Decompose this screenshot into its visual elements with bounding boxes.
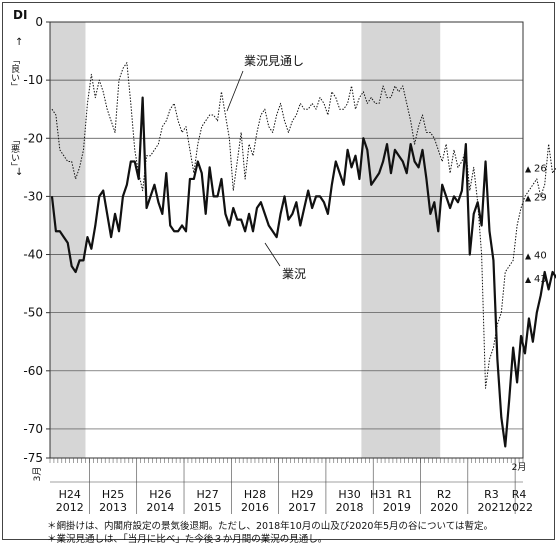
year-label: 2018 xyxy=(336,501,364,514)
y-tick-label: -75 xyxy=(23,451,43,465)
year-label: 2020 xyxy=(430,501,458,514)
series-label-business: 業況 xyxy=(282,266,306,281)
year-label: 2019 xyxy=(383,501,411,514)
year-label: 2022 xyxy=(505,501,533,514)
good-label: 「良い」 xyxy=(9,55,20,91)
business-leader xyxy=(264,242,281,267)
era-label: R3 xyxy=(484,488,499,501)
end-marker-label: 40 xyxy=(534,251,547,262)
year-label: 2014 xyxy=(146,501,174,514)
outlook-leader xyxy=(226,70,244,112)
series-label-outlook: 業況見通し xyxy=(244,53,304,68)
era-label: H27 xyxy=(197,488,219,501)
x-start-label: 3月 xyxy=(32,467,43,482)
year-label: 2016 xyxy=(241,501,269,514)
era-label: R4 xyxy=(512,488,527,501)
year-label: 2013 xyxy=(99,501,127,514)
y-tick-label: -60 xyxy=(23,364,43,378)
era-label: H24 xyxy=(59,488,81,501)
bad-label: 「悪い」 xyxy=(9,135,20,171)
y-tick-label: -50 xyxy=(23,306,43,320)
end-marker-triangle: ▲ xyxy=(525,164,532,173)
recession-shade-1 xyxy=(361,22,441,458)
series-line-0 xyxy=(50,96,556,448)
era-label: H28 xyxy=(244,488,266,501)
era-label: H31 xyxy=(370,488,392,501)
end-marker-triangle: ▲ xyxy=(525,275,532,284)
y-tick-label: 0 xyxy=(35,15,43,29)
line-chart: 0 -10 -20 -30 -40 -50 -60 -70 -75 DI ↑ 「良い」 ↓「悪い」 H24… xyxy=(9,8,556,514)
recession-shade-0 xyxy=(50,22,86,458)
era-label: H26 xyxy=(149,488,171,501)
era-label: H25 xyxy=(102,488,124,501)
year-label: 2021 xyxy=(477,501,505,514)
year-label: 2017 xyxy=(288,501,316,514)
end-marker-triangle: ▲ xyxy=(525,193,532,202)
era-label: H30 xyxy=(338,488,360,501)
end-marker-label: 26 xyxy=(534,163,547,174)
era-label: R2 xyxy=(437,488,452,501)
plot-area xyxy=(49,21,524,459)
x-end-label: 2月 xyxy=(512,462,527,473)
y-tick-label: -40 xyxy=(23,248,43,262)
down-arrow: ↓ xyxy=(15,167,23,178)
end-marker-label: 29 xyxy=(534,192,547,203)
year-label: 2012 xyxy=(56,501,84,514)
era-label: H29 xyxy=(291,488,313,501)
end-marker-triangle: ▲ xyxy=(525,252,532,261)
x-axis xyxy=(49,458,524,463)
end-marker-label: 43 xyxy=(534,274,547,285)
y-tick-label: -30 xyxy=(23,189,43,203)
y-tick-label: -10 xyxy=(23,73,43,87)
era-label: R1 xyxy=(397,488,412,501)
year-label: 2015 xyxy=(194,501,222,514)
series-line-1 xyxy=(51,62,556,389)
footnote-2: ＊業況見通しは、「当月に比べ」た今後３か月間の業況の見通し。 xyxy=(47,534,328,545)
y-axis-title: DI xyxy=(13,8,27,22)
y-tick-label: -20 xyxy=(23,131,43,145)
footnote-1: ＊網掛けは、内閣府設定の景気後退期。ただし、2018年10月の山及び2020年5… xyxy=(47,521,494,532)
up-arrow: ↑ xyxy=(15,37,23,48)
y-tick-label: -70 xyxy=(23,422,43,436)
